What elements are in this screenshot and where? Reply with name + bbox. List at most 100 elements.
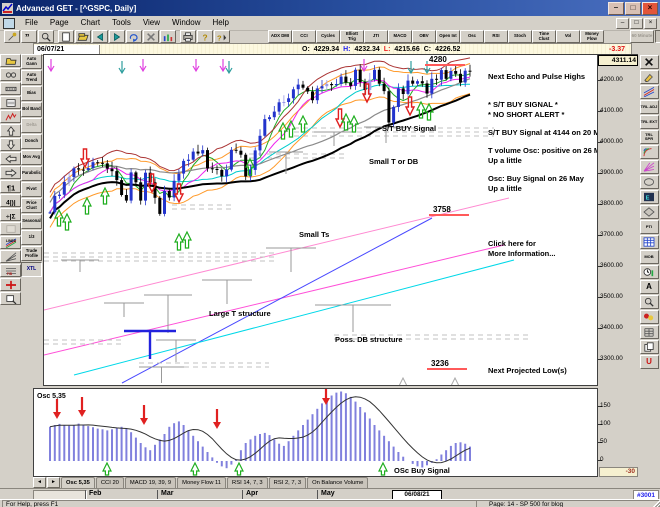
study-button-time-clust[interactable]: Time Clust — [532, 30, 556, 43]
study-button-cci[interactable]: CCI — [292, 30, 316, 43]
table-icon[interactable] — [639, 235, 659, 249]
close-button[interactable]: × — [642, 1, 658, 15]
blank-button[interactable] — [0, 222, 21, 235]
mob-button[interactable]: MOB — [639, 250, 659, 264]
pin-button[interactable] — [4, 30, 20, 43]
left-study-trade-profile[interactable]: Trade Profile — [21, 246, 42, 261]
study-button[interactable] — [0, 96, 21, 109]
left-study-donch[interactable]: Donch — [21, 134, 42, 149]
study-button-jti[interactable]: JTI — [364, 30, 388, 43]
trl-spr-button[interactable]: TRL SPR — [639, 130, 659, 144]
menu-window[interactable]: Window — [172, 18, 201, 27]
new-chart-button[interactable] — [58, 30, 74, 43]
fib-button[interactable]: FIB — [0, 264, 21, 277]
left-study-bol-band[interactable]: Bol Band — [21, 102, 42, 117]
left-study-pivot[interactable]: Pivot — [21, 182, 42, 197]
zoom-button[interactable] — [38, 30, 54, 43]
left-study-seasonal[interactable]: Seasonal — [21, 214, 42, 229]
timeframe-60-minute[interactable]: 60 Minute — [630, 30, 654, 43]
study-button-elliott-trig[interactable]: Elliott Trig — [340, 30, 364, 43]
diamond-icon[interactable] — [639, 205, 659, 219]
bar-count-button[interactable]: 4|)| — [0, 194, 21, 207]
cross-button[interactable] — [0, 278, 21, 291]
study-button-macd[interactable]: MACD — [388, 30, 412, 43]
chart-panel[interactable]: 4280 3758 3236 S/T BUY Signal Small T or DB S… — [43, 54, 609, 392]
restore-button[interactable]: □ — [625, 1, 641, 15]
oscillator-panel[interactable]: Osc 5,35 OSc Buy Signal — [33, 385, 598, 477]
study-button-open-int[interactable]: Open Int — [436, 30, 460, 43]
side-annotation[interactable]: More Information... — [488, 249, 556, 258]
left-study-mov-avg[interactable]: Mov Avg — [21, 150, 42, 165]
child-close-button[interactable]: × — [644, 17, 657, 29]
tab-osc-5-35[interactable]: Osc 5,35 — [61, 477, 95, 488]
ellipse-icon[interactable] — [639, 175, 659, 189]
left-study-parabolic[interactable]: Parabolic — [21, 166, 42, 181]
expert-icon[interactable]: E — [639, 190, 659, 204]
tab-scroll-left[interactable]: ◄ — [33, 477, 46, 488]
pencil-icon[interactable] — [639, 70, 659, 84]
close-tool-icon[interactable] — [639, 55, 659, 69]
study-button-osc[interactable]: Osc — [460, 30, 484, 43]
menu-chart[interactable]: Chart — [80, 18, 101, 27]
wave-label-button[interactable]: ¶1 — [0, 180, 21, 193]
child-window-icon[interactable] — [3, 17, 15, 29]
resize-grip[interactable] — [652, 500, 660, 507]
menu-page[interactable]: Page — [49, 18, 69, 27]
menu-help[interactable]: Help — [212, 18, 229, 27]
tab-money-flow-11[interactable]: Money Flow 11 — [177, 477, 227, 488]
sum-button[interactable]: ÷|Σ — [0, 208, 21, 221]
left-study-1-3[interactable]: 1/3 — [21, 230, 42, 245]
child-restore-button[interactable]: □ — [630, 17, 643, 29]
menu-view[interactable]: View — [142, 18, 161, 27]
menu-tools[interactable]: Tools — [112, 18, 131, 27]
chart-settings-button[interactable] — [160, 30, 176, 43]
timeframe-daily[interactable]: Daily — [655, 30, 660, 43]
gann-fan-icon[interactable] — [639, 160, 659, 174]
zoom-tool-icon[interactable] — [639, 295, 659, 309]
arrow-left-button[interactable] — [0, 152, 21, 165]
arrow-down-button[interactable] — [0, 138, 21, 151]
folder-button[interactable] — [0, 54, 21, 67]
print-button[interactable] — [180, 30, 196, 43]
colors-icon[interactable] — [639, 310, 659, 324]
tab-macd-19-39-9[interactable]: MACD 19, 39, 9 — [124, 477, 177, 488]
oscillator-chart[interactable]: Osc 5,35 OSc Buy Signal — [34, 385, 597, 476]
panel-splitter[interactable] — [0, 386, 660, 388]
side-annotation[interactable]: Click here for — [488, 239, 536, 248]
study-button-rsi[interactable]: RSI — [484, 30, 508, 43]
delete-button[interactable] — [143, 30, 159, 43]
annotation-button[interactable]: ” — [21, 30, 37, 43]
scale-button[interactable] — [0, 82, 21, 95]
left-study-delta[interactable]: Delta — [21, 118, 42, 133]
arrow-right-button[interactable] — [0, 166, 21, 179]
pti-button[interactable]: PTI — [639, 220, 659, 234]
study-button-vol[interactable]: Vol — [556, 30, 580, 43]
context-help-button[interactable]: ? — [214, 30, 230, 43]
open-chart-button[interactable] — [75, 30, 91, 43]
arrow-up-button[interactable] — [0, 124, 21, 137]
grid-icon[interactable] — [639, 325, 659, 339]
regression-icon[interactable] — [639, 85, 659, 99]
study-button-stoch[interactable]: Stoch — [508, 30, 532, 43]
tab-rsi-2-7-3[interactable]: RSI 2, 7, 3 — [268, 477, 307, 488]
left-study-bias[interactable]: Bias — [21, 86, 42, 101]
lines-button[interactable]: LINES — [0, 236, 21, 249]
minimize-button[interactable]: – — [608, 1, 624, 15]
tab-rsi-14-7-3[interactable]: RSI 14, 7, 3 — [227, 477, 268, 488]
binoculars-button[interactable] — [0, 68, 21, 81]
forward-button[interactable] — [109, 30, 125, 43]
child-minimize-button[interactable]: – — [616, 17, 629, 29]
left-study-xtl[interactable]: XTL — [21, 262, 42, 277]
study-button-money-flow[interactable]: Money Flow — [580, 30, 604, 43]
refresh-button[interactable] — [126, 30, 142, 43]
back-button[interactable] — [92, 30, 108, 43]
fib-tools-icon[interactable] — [639, 145, 659, 159]
copy-icon[interactable] — [639, 340, 659, 354]
elliott-button[interactable] — [0, 110, 21, 123]
trl-ext-button[interactable]: TRL EXT — [639, 115, 659, 129]
update-button[interactable]: U — [639, 355, 659, 369]
price-chart[interactable]: 4280 3758 3236 S/T BUY Signal Small T or DB S… — [43, 55, 609, 392]
left-study-auto-trend[interactable]: Auto Trend — [21, 70, 42, 85]
study-button-cycles[interactable]: Cycles — [316, 30, 340, 43]
gann-button[interactable] — [0, 250, 21, 263]
